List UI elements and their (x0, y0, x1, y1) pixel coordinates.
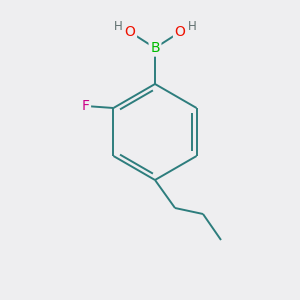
Text: H: H (188, 20, 196, 34)
Text: F: F (81, 99, 89, 113)
Text: B: B (150, 41, 160, 55)
Text: O: O (124, 25, 135, 39)
Text: O: O (175, 25, 185, 39)
Text: H: H (114, 20, 122, 34)
